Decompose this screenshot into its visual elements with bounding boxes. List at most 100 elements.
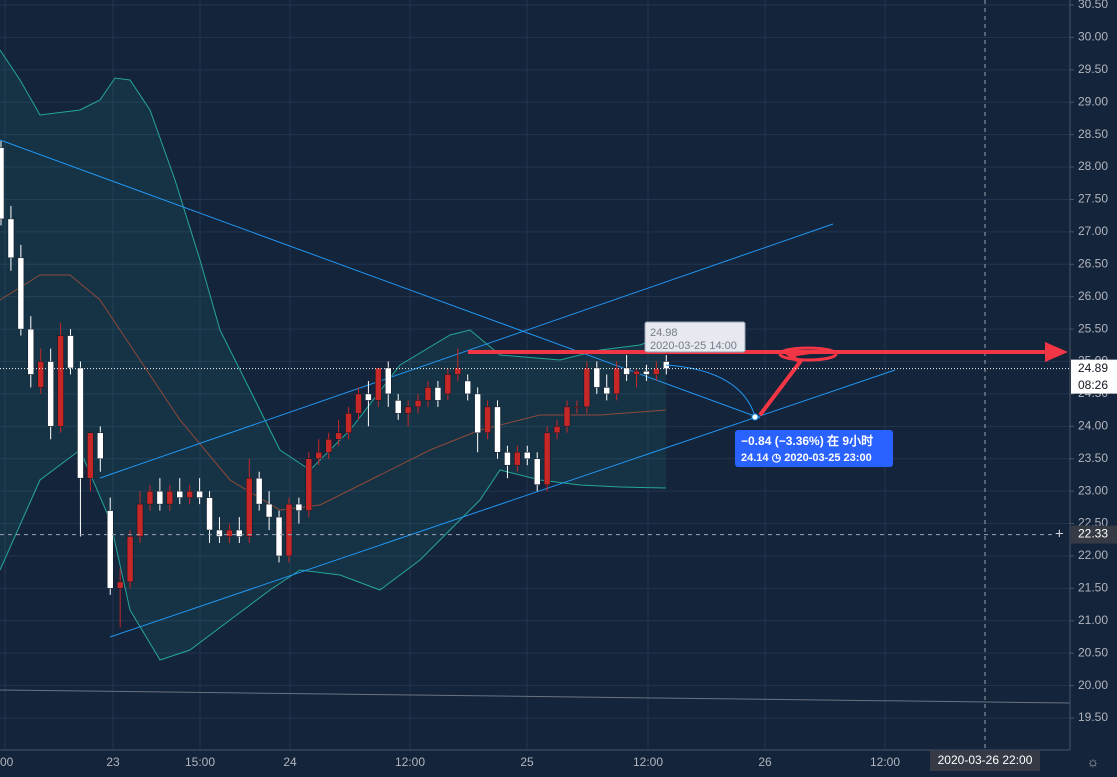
x-tick-label: 23 [106,755,120,769]
candle-body [136,503,144,537]
settings-icon[interactable]: ☼ [1087,754,1100,770]
candle-body [414,400,422,408]
candle-body [37,361,44,388]
candle-body [573,406,581,409]
candle-body [146,490,154,505]
x-tick-label: 12:00 [870,755,900,769]
candle-body [305,458,313,511]
candle-body [57,335,64,427]
measure-change: −0.84 (−3.36%) 在 9小时 [741,433,873,448]
y-tick-label: 23.00 [1078,483,1108,497]
crosshair-time-box [930,751,1040,771]
candle-body [27,328,35,375]
candles [0,141,670,628]
candle-body [623,367,630,375]
candle-body [226,529,233,537]
y-tick-label: 25.50 [1078,321,1108,335]
candle-body [186,490,193,498]
measure-point [751,413,759,421]
y-tick-label: 21.50 [1078,581,1108,595]
candle-body [206,497,213,531]
candle-body [7,218,15,259]
candle-body [67,335,74,369]
candle-body [0,147,5,220]
candle-body [643,370,650,375]
candle-body [464,380,471,395]
candle-body [255,477,263,505]
candle-body [196,490,203,498]
candle-body [524,451,531,459]
candle-body [236,529,243,537]
candle-body [335,432,342,440]
candle-body [216,529,223,537]
candle-body [265,503,273,518]
candle-body [533,458,541,485]
arrow-scribble [778,346,838,362]
candle-body [176,490,183,498]
candle-body [385,367,392,395]
measure-box [735,430,893,467]
candle-body [295,503,303,511]
candle-body [116,581,124,589]
crosshair-plus: + [1055,526,1064,543]
y-tick-label: 20.00 [1078,678,1108,692]
candle-body [285,503,293,557]
y-tick-label: 30.50 [1078,0,1108,11]
x-tick-label: 25 [520,755,534,769]
candle-body [47,361,54,427]
band-upper [0,49,667,471]
candle-body [166,490,174,505]
candle-body [434,387,442,401]
trend-line [109,369,896,638]
candle-body [563,406,571,427]
candle-body [97,432,104,459]
volume-ma [0,689,1071,704]
y-tick-label: 29.00 [1078,94,1108,108]
candle-body [454,367,462,375]
candle-body [583,367,591,408]
x-tick-label: 12:00 [633,755,663,769]
y-tick-label: 27.50 [1078,192,1108,206]
last-price-box [1071,359,1117,394]
candle-body [494,406,501,453]
candle-body [603,387,610,395]
tooltip-box [644,321,746,353]
tooltip-time: 2020-03-25 14:00 [650,340,737,352]
trend-line [99,223,834,479]
y-tick-label: 28.00 [1078,159,1108,173]
x-tick-label: 26 [758,755,772,769]
candle-body [325,439,332,453]
grid [0,0,1070,750]
candle-body [355,393,362,414]
x-tick-label: 12:00 [395,755,425,769]
tooltip-price: 24.98 [650,327,678,339]
arrow-head [1045,342,1068,362]
candle-body [17,257,25,330]
candle-body [156,490,164,505]
candle-body [394,400,402,414]
candle-body [404,406,412,414]
candle-body [345,413,352,434]
x-tick-label: 24 [283,755,297,769]
candle-body [315,451,323,459]
band-middle [0,274,667,511]
y-tick-label: 30.00 [1078,30,1108,44]
candle-body [484,406,491,434]
y-tick-label: 22.00 [1078,548,1108,562]
measure-target: 24.14 ◷ 2020-03-25 23:00 [741,452,872,464]
candle-body [633,370,640,375]
candle-body [474,393,481,434]
band-fill [0,50,666,660]
candle-body [275,516,283,557]
y-tick-label: 26.50 [1078,256,1108,270]
candle-body [593,367,601,388]
y-tick-label: 28.50 [1078,127,1108,141]
candle-body [126,536,134,583]
candle-body [424,387,432,401]
measure-arc [665,364,756,417]
crosshair-price-box [1071,525,1117,544]
candle-body [365,393,372,401]
